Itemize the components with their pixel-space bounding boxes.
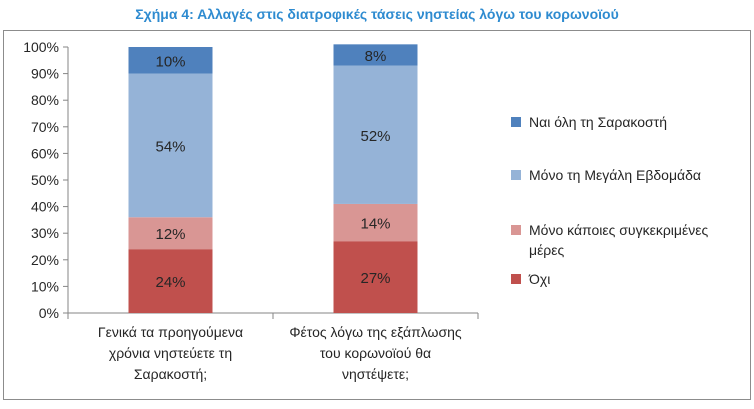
y-tick-label: 90% xyxy=(31,66,59,82)
x-category-label: νηστέψετε; xyxy=(342,366,409,382)
y-tick-label: 0% xyxy=(39,305,59,321)
x-category-label: του κορωνοϊού θα xyxy=(320,345,431,361)
chart-frame xyxy=(3,30,751,400)
y-tick-label: 60% xyxy=(31,145,59,161)
legend-label: Μόνο κάποιες συγκεκριμένες xyxy=(529,222,708,238)
data-label: 10% xyxy=(155,53,185,70)
x-category-label: Γενικά τα προηγούμενα xyxy=(98,324,243,340)
bar-segment xyxy=(333,44,418,66)
y-tick-label: 40% xyxy=(31,199,59,215)
data-label: 54% xyxy=(155,138,185,155)
data-label: 12% xyxy=(155,226,185,243)
y-tick-label: 50% xyxy=(31,172,59,188)
bar-segment xyxy=(333,65,418,204)
x-category-label: χρόνια νηστεύετε τη xyxy=(109,345,232,361)
bar-segment xyxy=(128,73,213,218)
legend-label: Μόνο τη Μεγάλη Εβδομάδα xyxy=(529,167,701,183)
legend-swatch xyxy=(511,117,521,127)
legend-label: Όχι xyxy=(528,271,550,287)
data-label: 27% xyxy=(360,270,390,287)
bar-segment xyxy=(128,249,213,313)
bar-segment xyxy=(128,47,213,74)
x-category-label: Σαρακοστή; xyxy=(134,366,207,382)
y-tick-label: 10% xyxy=(31,278,59,294)
y-tick-label: 80% xyxy=(31,92,59,108)
legend-swatch xyxy=(511,274,521,284)
legend-label: μέρες xyxy=(529,242,565,258)
y-tick-label: 100% xyxy=(23,39,59,55)
data-label: 52% xyxy=(360,128,390,145)
data-label: 8% xyxy=(365,48,387,65)
legend-label: Ναι όλη τη Σαρακοστή xyxy=(529,114,667,130)
legend-swatch xyxy=(511,170,521,180)
bar-segment xyxy=(333,241,418,313)
bar-segment xyxy=(333,203,418,242)
y-tick-label: 30% xyxy=(31,225,59,241)
x-category-label: Φέτος λόγω της εξάπλωσης xyxy=(289,324,462,340)
legend-swatch xyxy=(511,225,521,235)
bar-segment xyxy=(128,217,213,250)
data-label: 14% xyxy=(360,216,390,233)
y-tick-label: 70% xyxy=(31,119,59,135)
data-label: 24% xyxy=(155,274,185,291)
chart-title: Σχήμα 4: Αλλαγές στις διατροφικές τάσεις… xyxy=(135,6,619,22)
y-tick-label: 20% xyxy=(31,252,59,268)
